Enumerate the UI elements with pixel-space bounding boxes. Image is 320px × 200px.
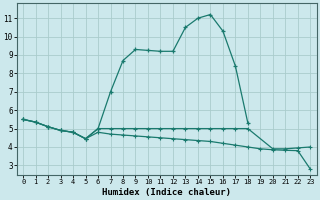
X-axis label: Humidex (Indice chaleur): Humidex (Indice chaleur)	[102, 188, 231, 197]
